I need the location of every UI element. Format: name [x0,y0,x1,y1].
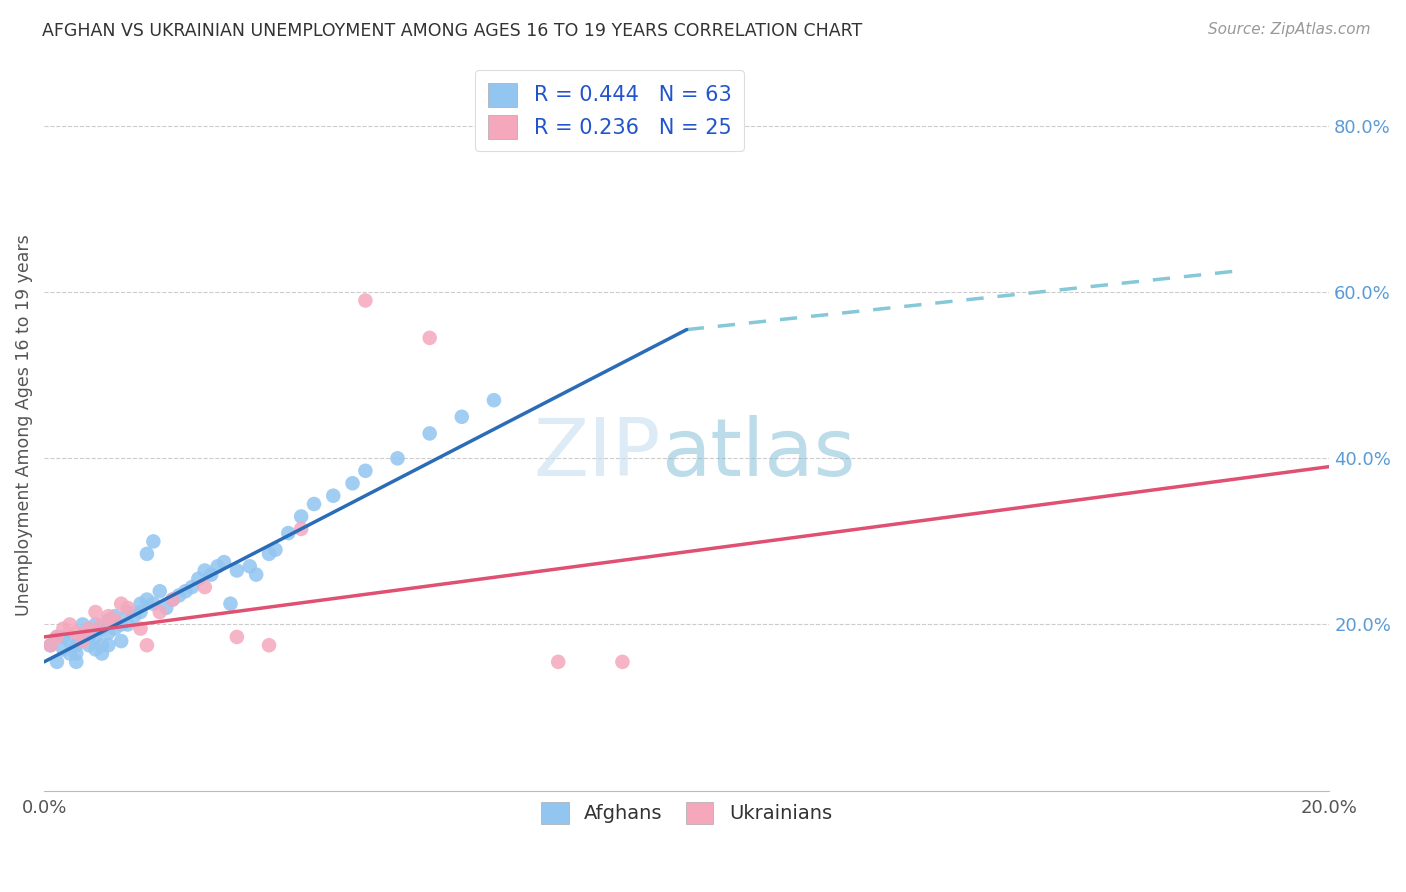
Point [104,609,127,624]
Point [129,605,152,619]
Point [65,647,87,661]
Point [257,638,280,652]
Point [142,597,165,611]
Point [129,597,152,611]
Point [482,393,505,408]
Point [207,559,229,574]
Point [212,555,235,569]
Point [77,630,100,644]
Y-axis label: Unemployment Among Ages 16 to 19 years: Unemployment Among Ages 16 to 19 years [15,235,32,616]
Point [39,638,62,652]
Point [84,617,107,632]
Point [450,409,472,424]
Point [59,617,82,632]
Point [104,622,127,636]
Point [419,426,441,441]
Point [135,592,157,607]
Text: ZIP: ZIP [534,416,661,493]
Point [149,605,172,619]
Point [129,622,152,636]
Point [194,564,217,578]
Point [59,647,82,661]
Point [91,638,114,652]
Point [194,580,217,594]
Point [354,464,377,478]
Point [290,522,312,536]
Point [91,622,114,636]
Legend: Afghans, Ukrainians: Afghans, Ukrainians [530,790,844,836]
Point [110,597,132,611]
Point [91,647,114,661]
Point [174,584,197,599]
Point [84,630,107,644]
Point [52,622,75,636]
Point [84,642,107,657]
Point [219,597,242,611]
Point [162,592,184,607]
Point [142,534,165,549]
Point [257,547,280,561]
Point [117,600,139,615]
Text: atlas: atlas [661,416,855,493]
Point [110,617,132,632]
Point [239,559,262,574]
Point [72,630,94,644]
Point [290,509,312,524]
Point [97,613,120,627]
Point [277,526,299,541]
Point [612,655,634,669]
Point [180,580,202,594]
Point [72,617,94,632]
Point [97,625,120,640]
Point [52,630,75,644]
Point [65,625,87,640]
Point [122,609,145,624]
Point [200,567,222,582]
Point [187,572,209,586]
Point [322,489,344,503]
Point [117,617,139,632]
Point [135,638,157,652]
Point [162,592,184,607]
Point [135,547,157,561]
Point [104,613,127,627]
Point [59,634,82,648]
Point [46,630,69,644]
Text: Source: ZipAtlas.com: Source: ZipAtlas.com [1208,22,1371,37]
Point [77,638,100,652]
Point [387,451,409,466]
Point [97,638,120,652]
Point [84,605,107,619]
Text: AFGHAN VS UKRAINIAN UNEMPLOYMENT AMONG AGES 16 TO 19 YEARS CORRELATION CHART: AFGHAN VS UKRAINIAN UNEMPLOYMENT AMONG A… [42,22,862,40]
Point [155,600,177,615]
Point [302,497,325,511]
Point [264,542,287,557]
Point [354,293,377,308]
Point [419,331,441,345]
Point [65,638,87,652]
Point [77,622,100,636]
Point [91,617,114,632]
Point [225,630,247,644]
Point [46,630,69,644]
Point [117,605,139,619]
Point [46,655,69,669]
Point [52,642,75,657]
Point [110,634,132,648]
Point [39,638,62,652]
Point [97,609,120,624]
Point [225,564,247,578]
Point [245,567,267,582]
Point [547,655,569,669]
Point [167,588,190,602]
Point [149,584,172,599]
Point [65,655,87,669]
Point [72,634,94,648]
Point [342,476,364,491]
